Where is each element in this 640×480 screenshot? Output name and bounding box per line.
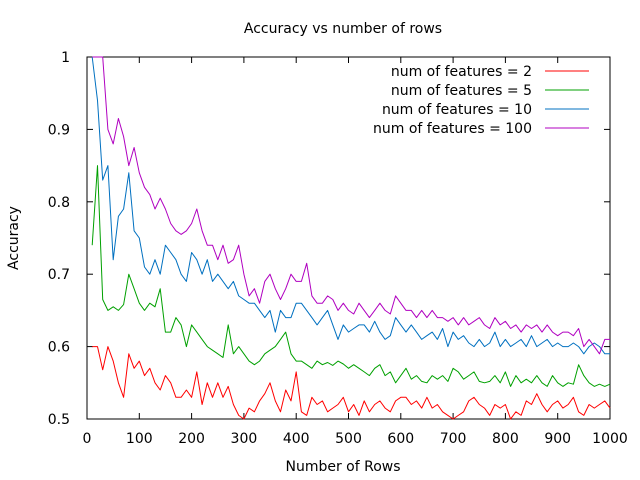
axis-ticks: 0 100 200 300 400 500 600 700 800 900 1000 0.5 0.6 0.…: [48, 50, 628, 447]
x-axis-label: Number of Rows: [285, 459, 400, 475]
legend-label-1: num of features = 2: [391, 64, 532, 80]
y-tick-label: 0.5: [48, 412, 70, 428]
y-tick-label: 1: [61, 50, 70, 66]
y-tick-label: 0.7: [48, 267, 70, 283]
series-line-2: [91, 165, 611, 387]
series-line-3: [91, 56, 610, 355]
y-tick-label: 0.9: [48, 122, 70, 138]
legend: num of features = 2 num of features = 5 nu…: [373, 64, 589, 137]
series-line-4: [92, 56, 610, 355]
y-axis-label: Accuracy: [6, 206, 22, 270]
legend-label-2: num of features = 5: [391, 83, 532, 99]
legend-label-3: num of features = 10: [382, 102, 532, 118]
y-tick-label: 0.6: [48, 340, 70, 356]
x-tick-label: 500: [335, 431, 362, 447]
legend-label-4: num of features = 100: [373, 121, 532, 137]
x-tick-label: 800: [492, 431, 519, 447]
x-tick-label: 300: [231, 431, 258, 447]
x-tick-label: 100: [126, 431, 153, 447]
x-tick-label: 1000: [592, 431, 628, 447]
x-tick-label: 900: [544, 431, 571, 447]
x-tick-label: 200: [178, 431, 205, 447]
x-tick-label: 0: [83, 431, 92, 447]
y-tick-label: 0.8: [48, 195, 70, 211]
x-tick-label: 400: [283, 431, 310, 447]
series-line-1: [92, 346, 611, 420]
series-lines: [91, 56, 611, 420]
x-tick-label: 700: [440, 431, 467, 447]
x-tick-label: 600: [387, 431, 414, 447]
chart-title: Accuracy vs number of rows: [244, 21, 442, 37]
